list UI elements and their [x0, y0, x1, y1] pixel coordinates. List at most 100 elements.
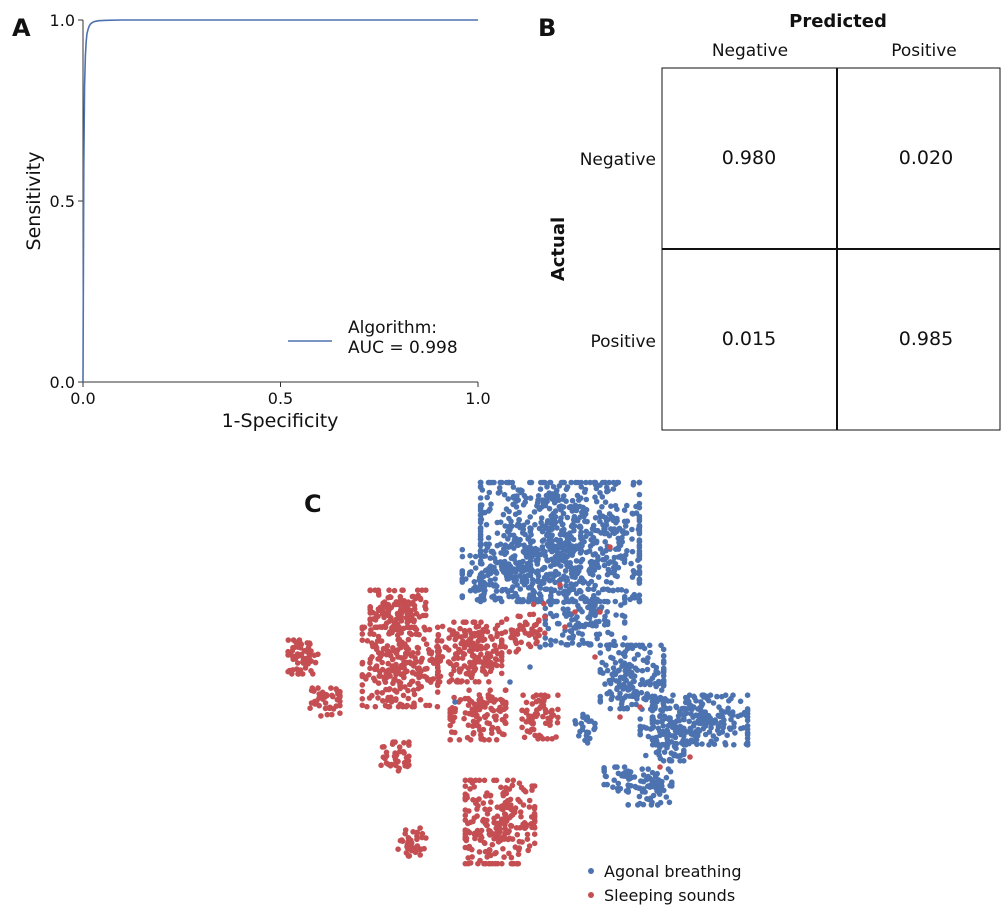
- scatter-point: [452, 708, 458, 715]
- scatter-point: [544, 541, 551, 548]
- scatter-point: [302, 655, 309, 662]
- scatter-point: [388, 761, 395, 768]
- scatter-point: [593, 485, 600, 492]
- scatter-point: [744, 735, 751, 742]
- scatter-point: [492, 597, 499, 603]
- scatter-point: [627, 596, 633, 603]
- scatter-point: [682, 694, 689, 701]
- scatter-point: [373, 666, 380, 672]
- scatter-point: [391, 687, 398, 694]
- scatter-point: [502, 644, 509, 650]
- panel-letter-b: B: [538, 14, 557, 42]
- scatter-point: [286, 667, 293, 674]
- scatter-point: [616, 539, 622, 546]
- scatter-point: [467, 819, 474, 826]
- scatter-point: [593, 631, 600, 638]
- scatter-point: [587, 543, 594, 549]
- scatter-point: [529, 783, 535, 789]
- scatter-point: [497, 479, 504, 486]
- scatter-point: [452, 643, 459, 649]
- scatter-point: [484, 811, 491, 817]
- scatter-point: [459, 553, 466, 560]
- scatter-point: [528, 565, 534, 572]
- scatter-point: [549, 541, 555, 548]
- scatter-point: [378, 638, 385, 644]
- scatter-point: [576, 642, 582, 648]
- scatter-point: [394, 627, 401, 633]
- scatter-point: [508, 806, 514, 812]
- scatter-point: [452, 662, 459, 668]
- scatter-point: [636, 564, 643, 570]
- scatter-point: [562, 558, 568, 565]
- scatter-point: [311, 652, 318, 659]
- scatter-point: [579, 726, 586, 733]
- scatter-point: [549, 736, 555, 742]
- scatter-point: [477, 484, 484, 490]
- scatter-point: [527, 572, 534, 579]
- scatter-point: [369, 640, 375, 646]
- scatter-point: [520, 565, 527, 571]
- scatter-point: [509, 782, 516, 789]
- scatter-point: [677, 752, 684, 759]
- scatter-point: [702, 731, 709, 738]
- scatter-point: [479, 561, 485, 567]
- scatter-point: [489, 707, 495, 713]
- scatter-point: [558, 640, 564, 646]
- scatter-point: [390, 680, 396, 687]
- scatter-point: [387, 617, 394, 624]
- scatter-point: [710, 700, 717, 706]
- scatter-point: [364, 638, 371, 644]
- scatter-point: [549, 548, 555, 555]
- scatter-point: [451, 656, 457, 662]
- scatter-point: [562, 568, 569, 574]
- scatter-point: [297, 652, 303, 658]
- scatter-point: [590, 552, 597, 558]
- scatter-point: [597, 609, 603, 615]
- scatter-point: [464, 679, 470, 685]
- column-header-negative: Negative: [712, 41, 788, 61]
- scatter-point: [529, 720, 536, 727]
- scatter-point: [639, 766, 645, 772]
- scatter-point: [554, 525, 560, 531]
- scatter-point: [617, 705, 623, 712]
- scatter-point: [660, 677, 667, 683]
- scatter-point: [660, 723, 666, 729]
- scatter-point: [604, 620, 611, 626]
- scatter-point: [424, 665, 430, 672]
- scatter-point: [569, 596, 575, 603]
- scatter-point: [472, 565, 479, 571]
- scatter-point: [580, 504, 586, 511]
- scatter-point: [635, 557, 641, 563]
- scatter-point: [552, 638, 559, 644]
- scatter-point: [608, 580, 614, 586]
- scatter-point: [653, 738, 660, 744]
- scatter-point: [530, 538, 536, 544]
- scatter-point: [487, 693, 493, 700]
- scatter-point: [650, 783, 657, 790]
- scatter-point: [491, 661, 498, 668]
- scatter-point: [609, 514, 616, 521]
- predicted-title: Predicted: [789, 11, 887, 32]
- scatter-point: [660, 667, 667, 674]
- scatter-point: [509, 836, 516, 842]
- scatter-point: [386, 703, 393, 710]
- scatter-point: [483, 541, 489, 547]
- scatter-point: [414, 587, 421, 593]
- scatter-point: [546, 529, 552, 535]
- actual-title: Actual: [548, 217, 569, 281]
- scatter-point: [624, 548, 630, 554]
- scatter-point: [659, 718, 665, 725]
- legend-label: Algorithm: AUC = 0.998: [348, 318, 458, 358]
- scatter-point: [376, 673, 383, 679]
- scatter-point: [370, 616, 377, 622]
- scatter-point: [621, 705, 627, 712]
- scatter-point: [542, 621, 549, 627]
- scatter-point: [617, 714, 623, 720]
- scatter-point: [393, 696, 399, 702]
- scatter-point: [308, 668, 314, 674]
- scatter-point: [583, 528, 589, 535]
- scatter-point: [669, 779, 675, 785]
- scatter-point: [607, 544, 613, 550]
- scatter-point: [464, 734, 471, 741]
- scatter-point: [459, 569, 466, 576]
